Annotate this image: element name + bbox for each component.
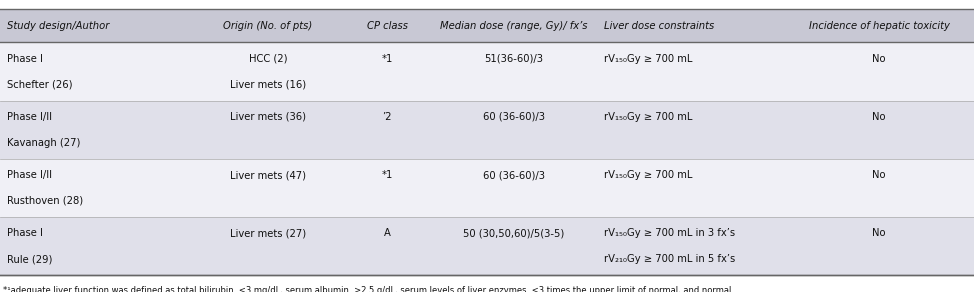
Text: rV₂₁₀Gy ≥ 700 mL in 5 fx’s: rV₂₁₀Gy ≥ 700 mL in 5 fx’s	[604, 254, 735, 264]
Text: Origin (No. of pts): Origin (No. of pts)	[223, 20, 313, 31]
Text: rV₁₅₀Gy ≥ 700 mL: rV₁₅₀Gy ≥ 700 mL	[604, 54, 693, 64]
Text: Liver mets (47): Liver mets (47)	[230, 170, 306, 180]
Text: Phase I: Phase I	[7, 54, 43, 64]
Text: Kavanagh (27): Kavanagh (27)	[7, 138, 80, 147]
Text: Liver mets (16): Liver mets (16)	[230, 79, 306, 89]
Text: Incidence of hepatic toxicity: Incidence of hepatic toxicity	[808, 20, 950, 31]
Text: *1: *1	[382, 54, 393, 64]
Text: Median dose (range, Gy)/ fx’s: Median dose (range, Gy)/ fx’s	[440, 20, 587, 31]
Text: *¹adequate liver function was defined as total bilirubin  <3 mg/dL, serum albumi: *¹adequate liver function was defined as…	[3, 286, 731, 292]
Text: Phase I/II: Phase I/II	[7, 112, 52, 122]
Text: Liver dose constraints: Liver dose constraints	[604, 20, 714, 31]
Text: ’2: ’2	[383, 112, 392, 122]
Text: HCC (2): HCC (2)	[248, 54, 287, 64]
Bar	[0, 100, 974, 159]
Text: Schefter (26): Schefter (26)	[7, 79, 72, 89]
Text: No: No	[873, 170, 885, 180]
Text: Rusthoven (28): Rusthoven (28)	[7, 196, 83, 206]
Text: CP class: CP class	[366, 20, 408, 31]
Text: 60 (36-60)/3: 60 (36-60)/3	[483, 112, 544, 122]
Text: No: No	[873, 54, 885, 64]
Text: *1: *1	[382, 170, 393, 180]
Bar	[0, 217, 974, 275]
Text: rV₁₅₀Gy ≥ 700 mL: rV₁₅₀Gy ≥ 700 mL	[604, 170, 693, 180]
Text: Study design/Author: Study design/Author	[7, 20, 109, 31]
Text: rV₁₅₀Gy ≥ 700 mL in 3 fx’s: rV₁₅₀Gy ≥ 700 mL in 3 fx’s	[604, 228, 735, 238]
Text: rV₁₅₀Gy ≥ 700 mL: rV₁₅₀Gy ≥ 700 mL	[604, 112, 693, 122]
Text: 60 (36-60)/3: 60 (36-60)/3	[483, 170, 544, 180]
Text: Liver mets (27): Liver mets (27)	[230, 228, 306, 238]
Text: Rule (29): Rule (29)	[7, 254, 53, 264]
Text: Phase I/II: Phase I/II	[7, 170, 52, 180]
Text: No: No	[873, 112, 885, 122]
Text: No: No	[873, 228, 885, 238]
Text: 50 (30,50,60)/5(3-5): 50 (30,50,60)/5(3-5)	[464, 228, 564, 238]
Text: Phase I: Phase I	[7, 228, 43, 238]
Bar	[0, 159, 974, 217]
Text: 51(36-60)/3: 51(36-60)/3	[484, 54, 543, 64]
Text: Liver mets (36): Liver mets (36)	[230, 112, 306, 122]
Bar	[0, 9, 974, 42]
Bar	[0, 42, 974, 100]
Text: A: A	[384, 228, 391, 238]
